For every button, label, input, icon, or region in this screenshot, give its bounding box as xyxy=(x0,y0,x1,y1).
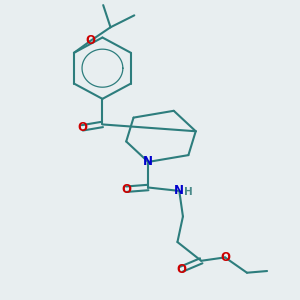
Text: O: O xyxy=(77,121,87,134)
Text: O: O xyxy=(85,34,95,47)
Text: O: O xyxy=(176,263,186,276)
Text: N: N xyxy=(143,155,153,168)
Text: O: O xyxy=(121,183,131,196)
Text: H: H xyxy=(184,187,193,197)
Text: N: N xyxy=(174,184,184,197)
Text: O: O xyxy=(220,251,230,264)
